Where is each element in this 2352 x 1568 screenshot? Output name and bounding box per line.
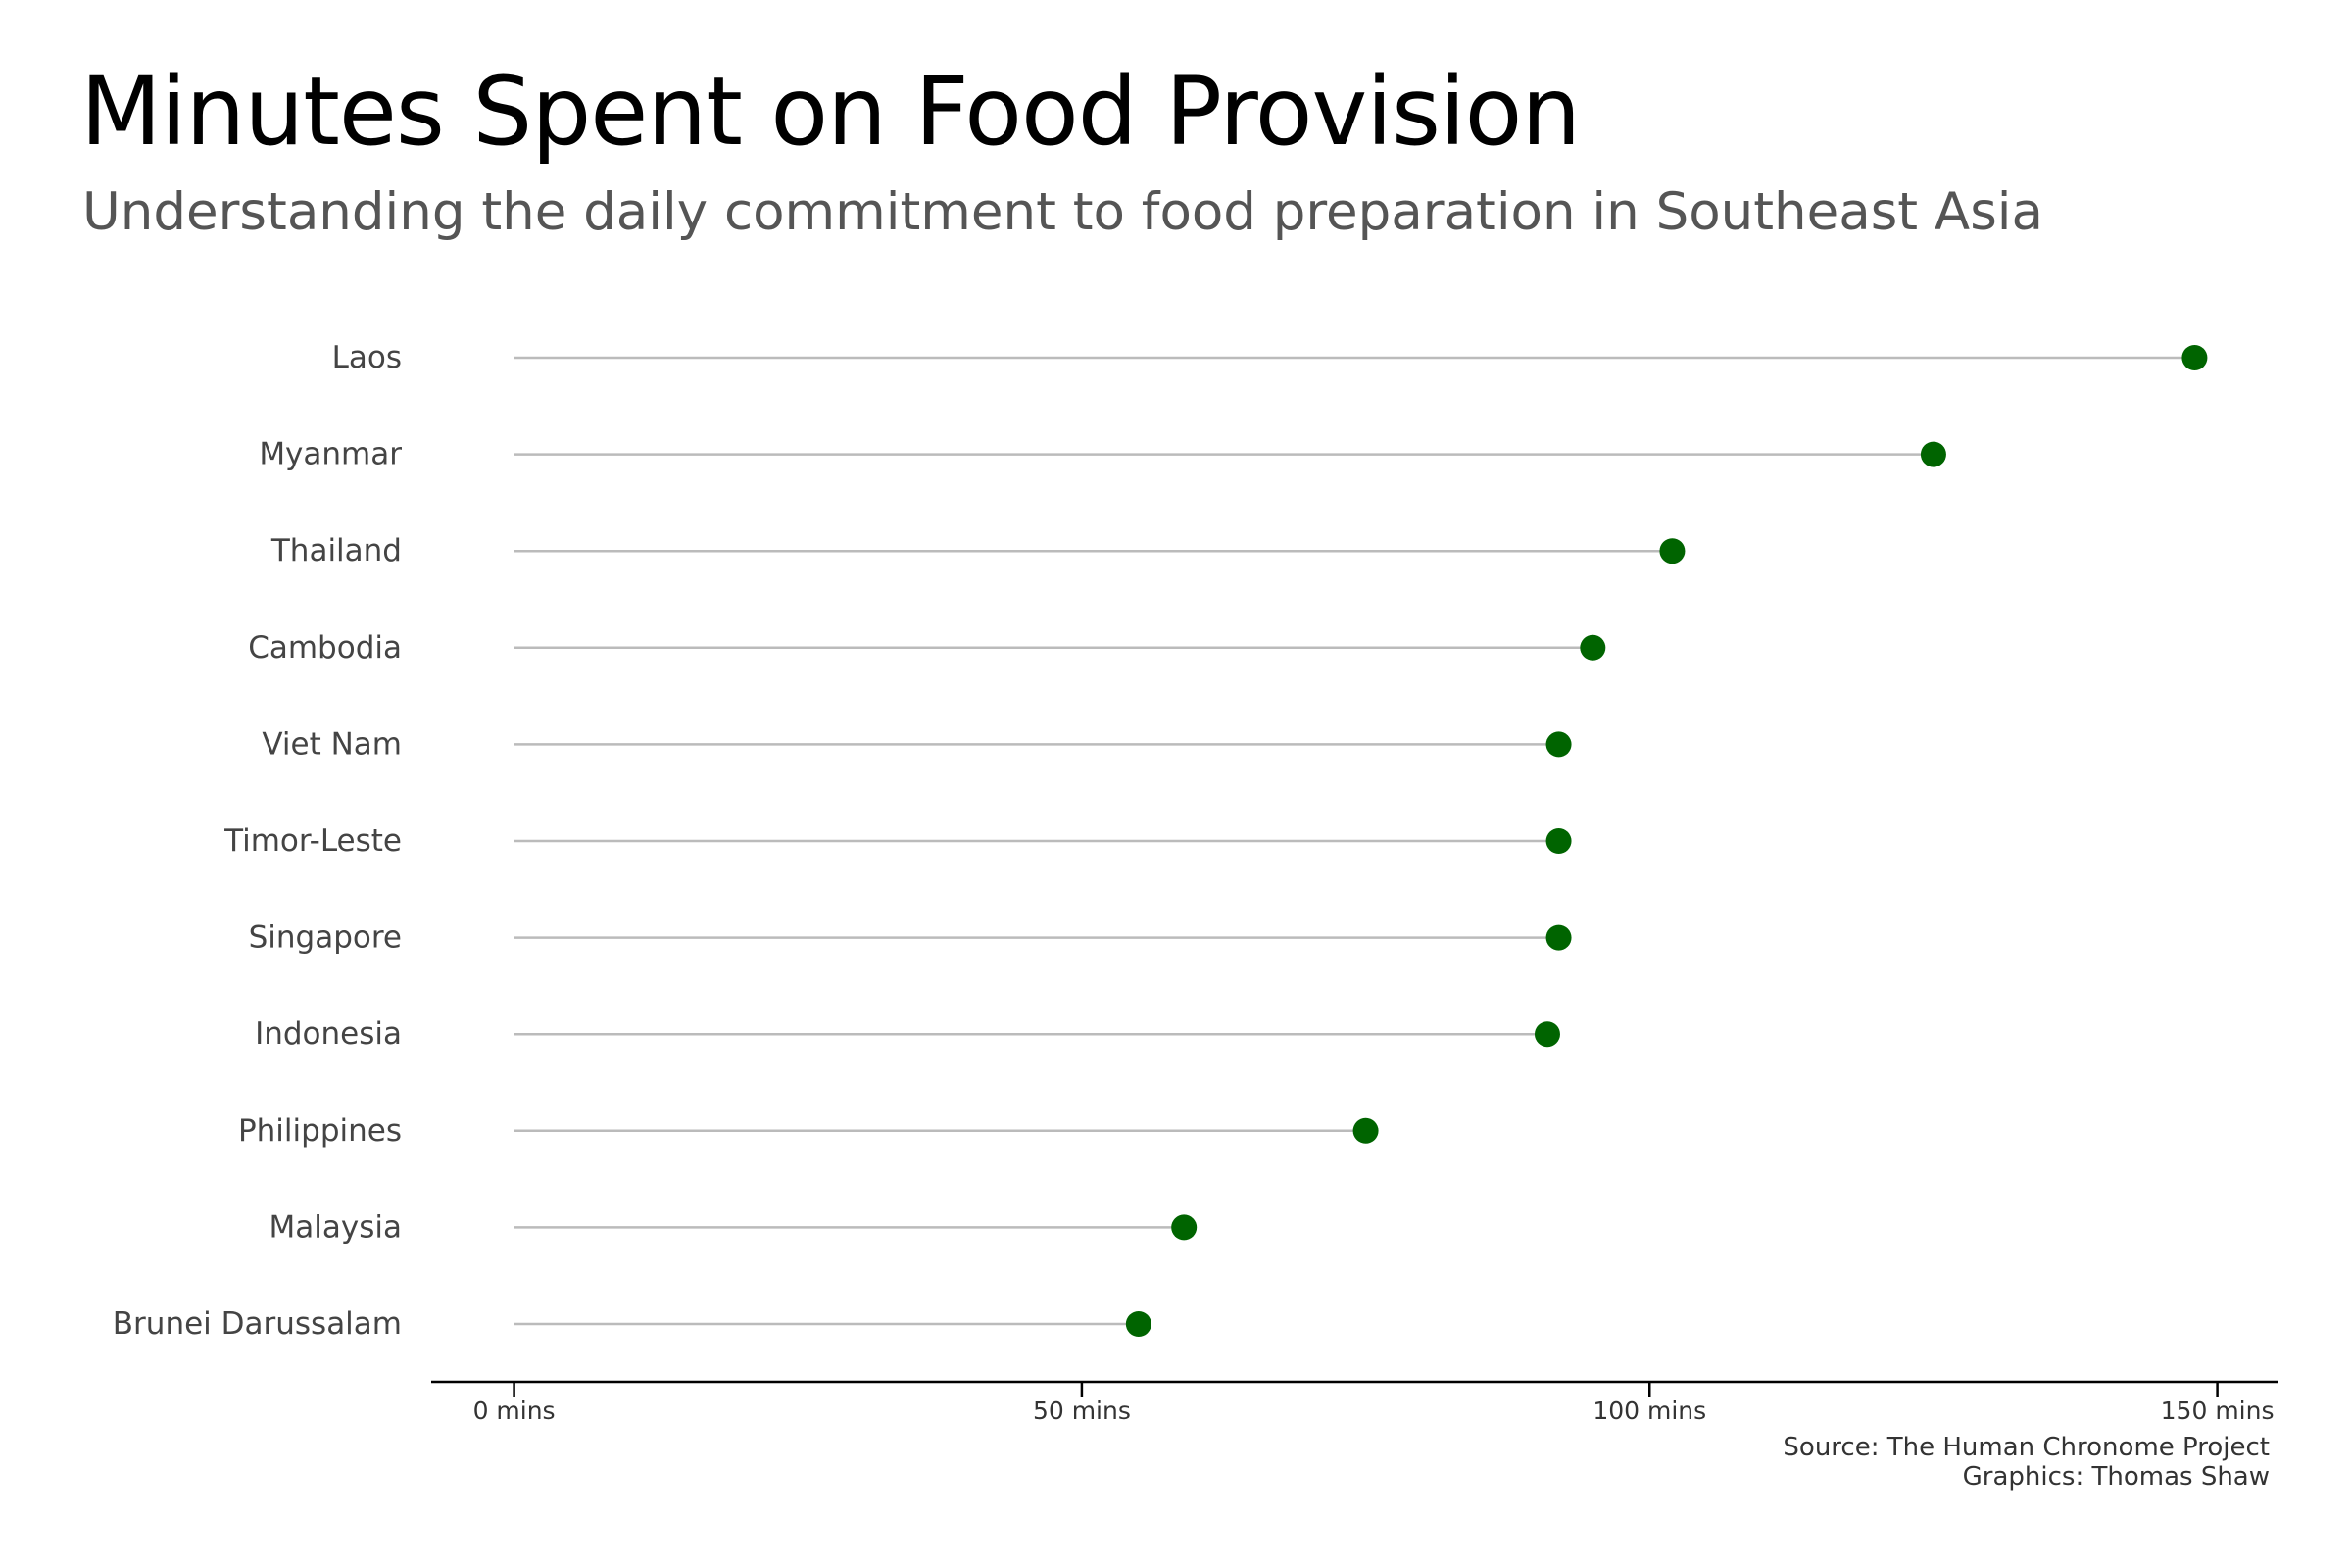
category-label: Brunei Darussalam [113,1306,402,1342]
data-point [1125,1311,1152,1337]
stems-group [514,356,2195,1326]
data-point [1545,924,1572,951]
dots-group [1125,345,2208,1337]
category-label: Laos [332,340,402,375]
data-point [1545,731,1572,758]
x-tick-label: 150 mins [2161,1396,2275,1425]
data-point [1171,1214,1198,1241]
category-label: Timor-Leste [223,823,402,858]
data-point [1545,828,1572,854]
data-point [1352,1117,1379,1144]
category-label: Cambodia [248,630,402,665]
data-point [1659,538,1686,564]
data-point [1580,634,1606,661]
data-point [1920,441,1946,467]
x-tick-label: 0 mins [473,1396,556,1425]
source-block: Source: The Human Chronome Project Graph… [1783,1433,2270,1492]
x-tick-label: 100 mins [1592,1396,1706,1425]
category-label: Myanmar [259,437,402,472]
chart-title: Minutes Spent on Food Provision [80,57,1581,167]
category-label: Singapore [249,920,402,956]
chart-subtitle: Understanding the daily commitment to fo… [82,182,2044,242]
x-tick-label: 50 mins [1033,1396,1131,1425]
x-axis: 0 mins 50 mins 100 mins 150 mins [431,1380,2278,1425]
data-point [2181,345,2208,370]
category-label: Malaysia [270,1209,402,1245]
category-label: Thailand [270,533,402,568]
data-point [1534,1021,1560,1048]
category-label: Indonesia [255,1016,402,1052]
category-label: Viet Nam [262,726,402,761]
category-labels-group: Laos Myanmar Thailand Cambodia Viet Nam Timor… [113,340,402,1342]
source-text: Source: The Human Chronome Project [1783,1433,2270,1462]
category-label: Philippines [238,1113,402,1149]
credit-text: Graphics: Thomas Shaw [1962,1462,2270,1492]
